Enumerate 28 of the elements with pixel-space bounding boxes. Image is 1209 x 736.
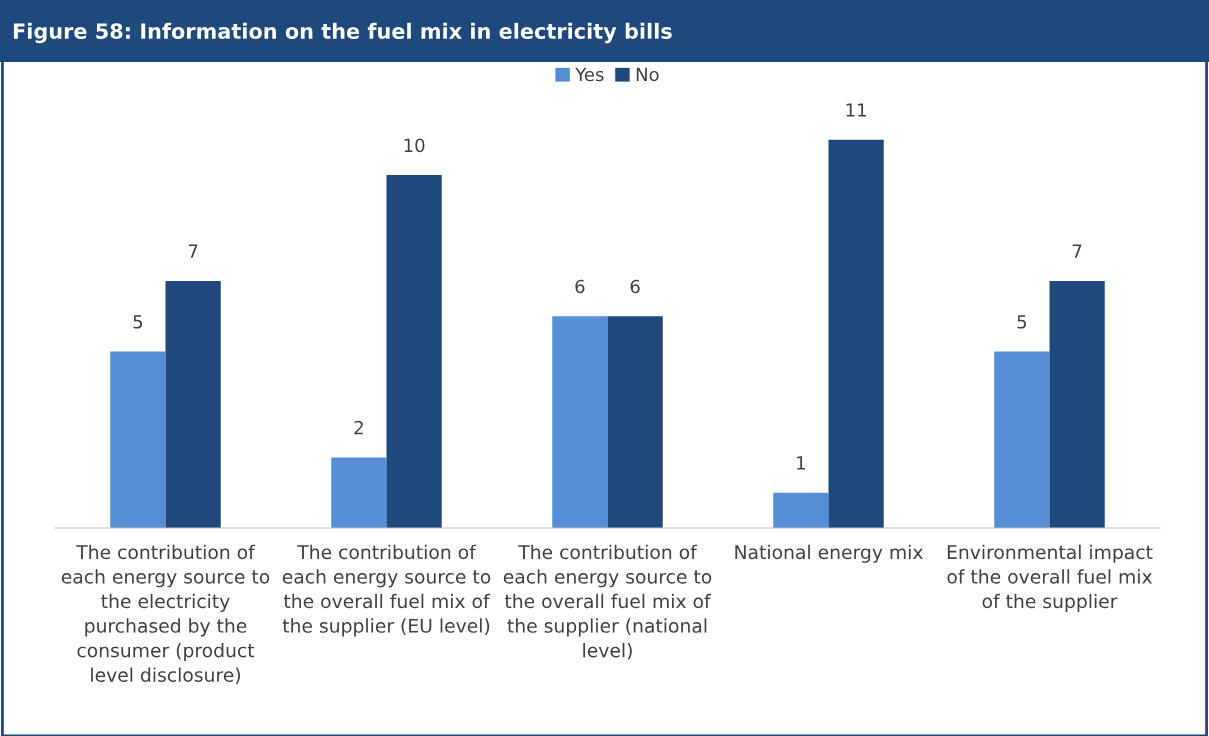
- x-tick-label: National energy mix: [735, 544, 923, 563]
- bar: [165, 280, 221, 528]
- bar: [386, 175, 442, 528]
- legend-label: Yes: [575, 67, 604, 82]
- data-label: 2: [354, 420, 363, 435]
- data-label: 7: [188, 244, 198, 258]
- x-tick-label: The contribution of each energy source to the electricity purchased by the consumer (product level disclosure): [61, 544, 270, 685]
- bar: [331, 457, 387, 528]
- data-label: 5: [133, 315, 143, 329]
- bar: [110, 351, 166, 528]
- x-tick-label: The contribution of each energy source to the overall fuel mix of the supplier (EU level): [282, 544, 491, 637]
- x-tick-label: The contribution of each energy source to the overall fuel mix of the supplier (national level): [503, 544, 712, 660]
- bar: [552, 316, 608, 528]
- data-label: 5: [1017, 315, 1027, 329]
- data-label: 1: [797, 456, 805, 470]
- data-label: 6: [630, 279, 640, 294]
- data-label: 10: [404, 138, 425, 153]
- bar: [773, 492, 829, 528]
- data-label: 6: [575, 279, 585, 294]
- data-label: 7: [1072, 244, 1082, 258]
- chart-title: Figure 58: Information on the fuel mix in electricity bills: [13, 22, 672, 44]
- data-label: 11: [846, 103, 866, 117]
- bar: [828, 139, 884, 528]
- bar: [1049, 280, 1105, 528]
- x-tick-label: Environmental impact of the overall fuel mix of the supplier: [947, 544, 1153, 612]
- legend-label: No: [636, 67, 659, 82]
- bar: [994, 351, 1050, 528]
- bar: [607, 316, 663, 528]
